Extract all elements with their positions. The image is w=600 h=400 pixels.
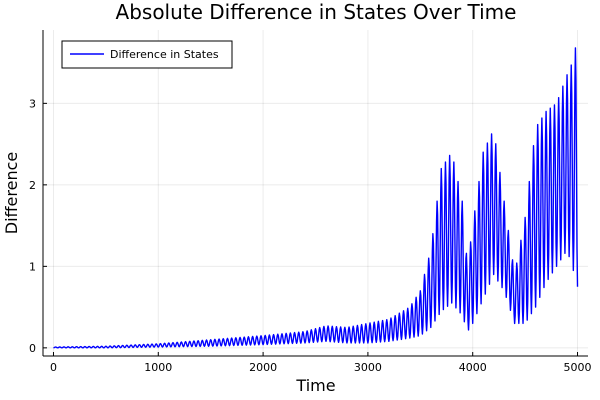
y-tick-label: 2 — [29, 179, 36, 192]
y-axis-label: Difference — [2, 152, 21, 234]
legend: Difference in States — [61, 40, 233, 69]
x-axis-label: Time — [295, 376, 335, 395]
x-tick-label: 2000 — [249, 361, 277, 374]
y-tick-label: 3 — [29, 97, 36, 110]
x-tick-label: 3000 — [354, 361, 382, 374]
tick-labels: 0 1000 2000 3000 4000 5000 0 1 2 3 — [29, 97, 592, 374]
legend-label: Difference in States — [110, 48, 219, 61]
x-tick-label: 0 — [50, 361, 57, 374]
x-tick-label: 1000 — [144, 361, 172, 374]
y-tick-label: 1 — [29, 260, 36, 273]
series-line — [53, 47, 579, 349]
series-layer — [53, 47, 579, 349]
y-tick-label: 0 — [29, 342, 36, 355]
chart-title: Absolute Difference in States Over Time — [116, 0, 517, 24]
axes — [42, 30, 588, 357]
x-tick-label: 4000 — [459, 361, 487, 374]
x-tick-label: 5000 — [564, 361, 592, 374]
grid — [43, 30, 588, 356]
